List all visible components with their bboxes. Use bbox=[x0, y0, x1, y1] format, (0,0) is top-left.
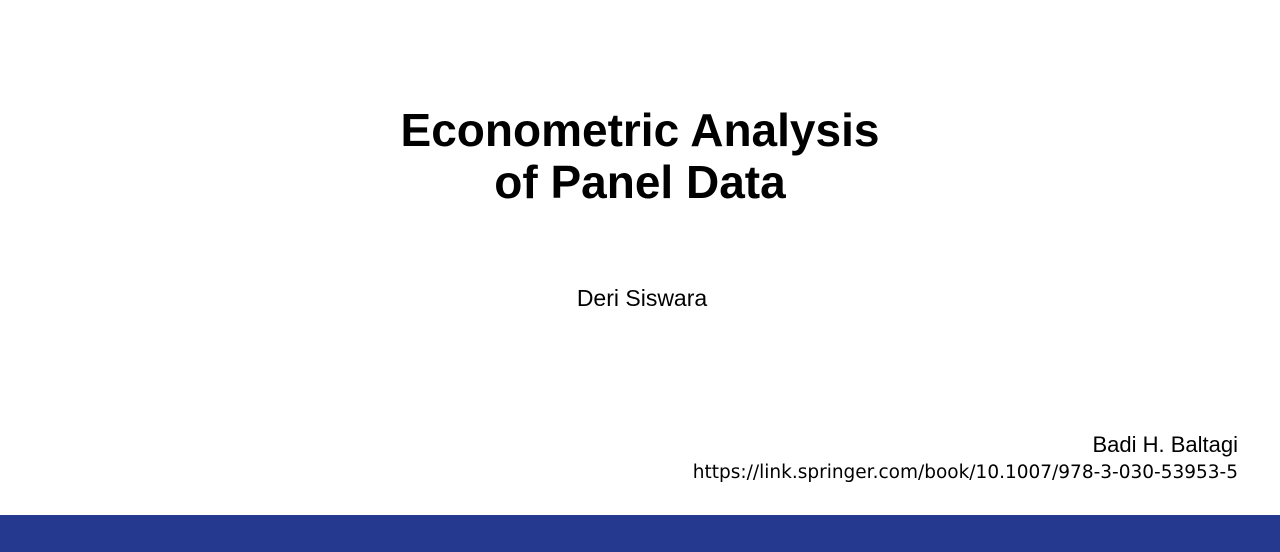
footer-bar bbox=[0, 515, 1280, 552]
slide-title: Econometric Analysis of Panel Data bbox=[0, 104, 1280, 208]
presenter-name: Deri Siswara bbox=[576, 285, 708, 311]
slide-title-line-1: Econometric Analysis bbox=[400, 104, 880, 156]
book-author: Badi H. Baltagi bbox=[1092, 432, 1238, 457]
slide-title-line-2: of Panel Data bbox=[494, 156, 786, 208]
source-link[interactable]: https://link.springer.com/book/10.1007/9… bbox=[692, 462, 1238, 483]
